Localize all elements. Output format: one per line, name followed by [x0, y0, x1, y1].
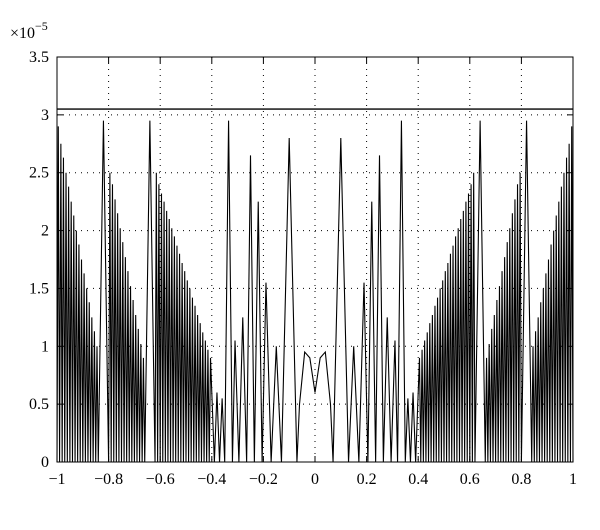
y-tick-label: 2.5: [29, 165, 49, 182]
y-tick-label: 0: [41, 454, 49, 471]
x-tick-label: −0.8: [94, 471, 123, 488]
y-tick-label: 1: [41, 338, 49, 355]
x-tick-label: −1: [48, 471, 65, 488]
y-multiplier: ×10−5: [10, 19, 48, 42]
x-tick-label: 0.4: [408, 471, 428, 488]
y-multiplier-base: ×10: [10, 25, 35, 42]
plot-frame: [56, 56, 574, 463]
x-tick-label: −0.4: [197, 471, 226, 488]
y-multiplier-exponent: −5: [35, 19, 48, 33]
x-tick-label: 0.2: [357, 471, 377, 488]
x-tick-label: 1: [569, 471, 577, 488]
y-tick-label: 2: [41, 223, 49, 240]
x-tick-label: 0.8: [511, 471, 531, 488]
x-tick-label: −0.2: [249, 471, 278, 488]
x-tick-label: 0: [311, 471, 319, 488]
y-tick-label: 3.5: [29, 49, 49, 66]
y-tick-label: 0.5: [29, 396, 49, 413]
y-tick-label: 3: [41, 107, 49, 124]
x-tick-label: 0.6: [460, 471, 480, 488]
x-tick-label: −0.6: [146, 471, 175, 488]
y-tick-label: 1.5: [29, 280, 49, 297]
